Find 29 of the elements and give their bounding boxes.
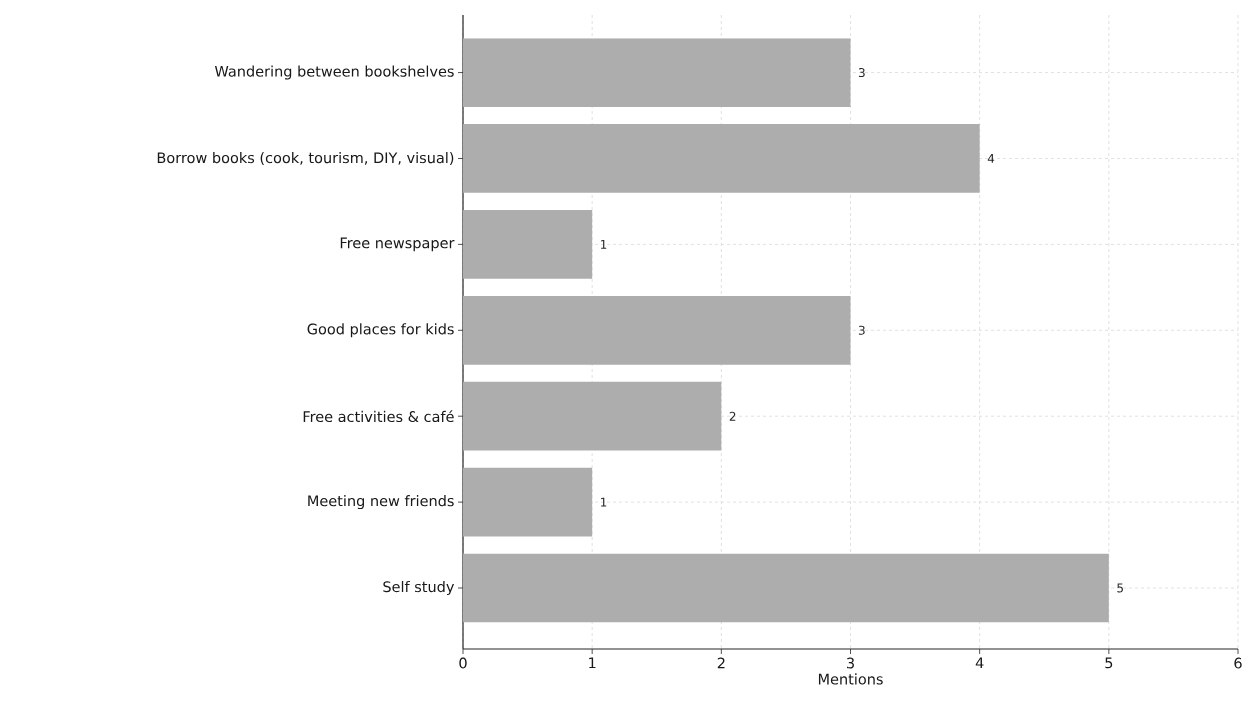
y-tick-label: Wandering between bookshelves [214, 65, 454, 80]
x-tick-label: 3 [846, 657, 854, 669]
data-label: 5 [1117, 583, 1123, 593]
y-tick-label: Free activities & café [303, 410, 454, 423]
y-tick-label: Free newspaper [340, 237, 455, 252]
data-label: 4 [987, 154, 995, 163]
data-label: 3 [858, 68, 865, 78]
y-tick-label: Meeting new friends [308, 495, 454, 510]
x-tick-label: 6 [1234, 657, 1242, 669]
bar [463, 38, 851, 107]
bar [463, 210, 593, 279]
x-tick-label: 2 [717, 657, 725, 669]
x-tick-label: 1 [589, 657, 596, 669]
y-tick-label: Borrow books (cook, tourism, DIY, visual) [157, 152, 454, 165]
x-axis-title: Mentions [818, 673, 883, 685]
bar [463, 467, 593, 537]
bar [463, 381, 722, 451]
bar [463, 124, 980, 193]
bar [463, 295, 851, 365]
x-tick-label: 5 [1105, 657, 1113, 669]
data-label: 1 [601, 240, 607, 249]
data-label: 3 [858, 325, 865, 335]
y-tick-label: Good places for kids [307, 323, 454, 338]
data-label: 2 [729, 411, 736, 421]
bar [463, 553, 1109, 623]
x-tick-label: 4 [975, 657, 984, 669]
x-tick-label: 0 [459, 657, 467, 669]
data-label: 1 [601, 497, 607, 507]
y-tick-label: Self study [383, 580, 455, 596]
